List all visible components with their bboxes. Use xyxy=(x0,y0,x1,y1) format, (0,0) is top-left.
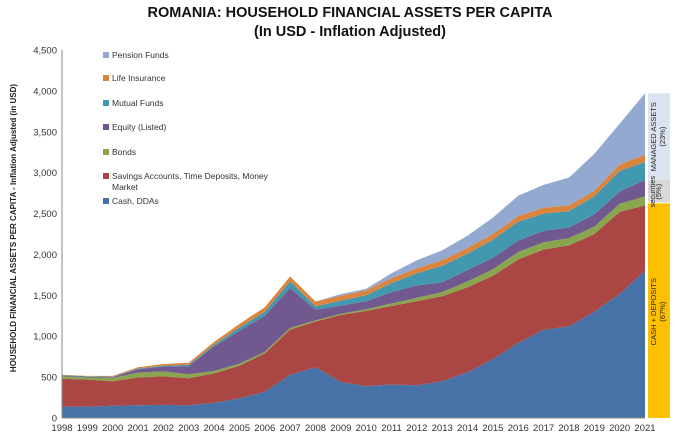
y-tick-label: 3,000 xyxy=(33,168,57,179)
area-layers xyxy=(62,93,645,418)
cash-deposits-segment xyxy=(648,203,670,418)
x-axis: 1998 1999 2000 2001 2002 2003 2004 2005 2006 2007… xyxy=(51,417,656,434)
chart-subtitle: (In USD - Inflation Adjusted) xyxy=(254,24,446,40)
chart-title: ROMANIA: HOUSEHOLD FINANCIAL ASSETS PER … xyxy=(148,5,553,21)
x-tick-label: 2000 xyxy=(102,423,123,434)
y-axis-label: HOUSEHOLD FINANCIAL ASSETS PER CAPITA - … xyxy=(9,84,18,372)
legend-swatch xyxy=(103,75,109,81)
x-tick-label: 2011 xyxy=(381,423,401,434)
managed-assets-pct: (23%) xyxy=(658,126,667,147)
area-series-1 xyxy=(62,205,645,407)
y-tick-label: 2,500 xyxy=(33,209,57,220)
y-tick-label: 500 xyxy=(41,373,57,384)
x-tick-label: 2019 xyxy=(584,423,605,434)
area-series-0 xyxy=(62,270,645,418)
x-tick-label: 2014 xyxy=(457,423,478,434)
y-tick-label: 4,500 xyxy=(33,46,57,57)
securities-segment xyxy=(648,180,670,203)
y-tick-label: 3,500 xyxy=(33,127,57,138)
x-tick-label: 1998 xyxy=(51,423,72,434)
legend-swatch xyxy=(103,198,109,204)
legend-label: Life Insurance xyxy=(112,73,166,83)
x-tick-label: 2020 xyxy=(609,423,630,434)
x-tick-label: 2009 xyxy=(330,423,351,434)
y-axis: 0 500 1,000 1,500 2,000 2,500 3,000 3,500 4,000 4… xyxy=(33,46,63,425)
securities-pct: (5%) xyxy=(654,183,663,199)
x-tick-label: 2018 xyxy=(558,423,579,434)
legend-swatch xyxy=(103,100,109,106)
legend-swatch xyxy=(103,124,109,130)
legend-swatch xyxy=(103,149,109,155)
x-tick-label: 2017 xyxy=(533,423,554,434)
x-tick-label: 2008 xyxy=(305,423,326,434)
x-tick-label: 2015 xyxy=(482,423,503,434)
x-tick-label: 2016 xyxy=(508,423,529,434)
legend-label: Mutual Funds xyxy=(112,98,164,108)
x-tick-label: 2002 xyxy=(153,423,174,434)
x-tick-label: 2010 xyxy=(356,423,377,434)
legend-label: Pension Funds xyxy=(112,50,169,60)
x-tick-label: 2004 xyxy=(204,423,225,434)
x-tick-label: 1999 xyxy=(77,423,98,434)
x-tick-label: 2012 xyxy=(406,423,427,434)
y-tick-label: 0 xyxy=(52,414,57,425)
y-tick-label: 2,000 xyxy=(33,250,57,261)
legend-swatch xyxy=(103,52,109,58)
securities-label: securities xyxy=(648,176,657,208)
cash-deposits-label: CASH + DEPOSITS xyxy=(649,278,658,345)
x-tick-label: 2006 xyxy=(254,423,275,434)
legend: Pension Funds Life Insurance Mutual Funds E… xyxy=(103,50,269,206)
legend-swatch xyxy=(103,173,109,179)
managed-assets-label: MANAGED ASSETS xyxy=(649,102,658,171)
x-tick-label: 2007 xyxy=(280,423,301,434)
legend-label: Savings Accounts, Time Deposits, Money Ma… xyxy=(112,171,269,192)
legend-label: Equity (Listed) xyxy=(112,122,166,132)
allocation-bar: MANAGED ASSETS (23%) securities(5%) CASH + … xyxy=(648,93,670,418)
legend-label: Bonds xyxy=(112,147,136,157)
x-tick-label: 2005 xyxy=(229,423,250,434)
x-tick-label: 2001 xyxy=(127,423,148,434)
y-tick-label: 1,500 xyxy=(33,291,57,302)
x-tick-label: 2021 xyxy=(634,423,655,434)
legend-label: Cash, DDAs xyxy=(112,196,159,206)
x-tick-label: 2013 xyxy=(432,423,453,434)
y-tick-label: 1,000 xyxy=(33,332,57,343)
y-tick-label: 4,000 xyxy=(33,86,57,97)
managed-assets-segment xyxy=(648,93,670,181)
cash-deposits-pct: (67%) xyxy=(658,301,667,322)
x-tick-label: 2003 xyxy=(178,423,199,434)
